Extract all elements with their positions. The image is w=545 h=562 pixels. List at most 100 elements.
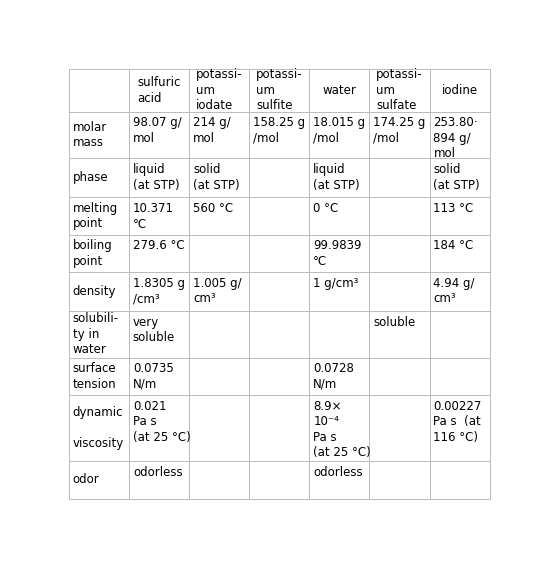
Bar <box>370 112 429 158</box>
Text: solid
(at STP): solid (at STP) <box>433 163 480 192</box>
Text: 0.021
Pa s
(at 25 °C): 0.021 Pa s (at 25 °C) <box>133 400 191 444</box>
Text: potassi-
um
sulfate: potassi- um sulfate <box>376 69 423 112</box>
Text: 18.015 g
/mol: 18.015 g /mol <box>313 116 365 145</box>
Bar <box>129 197 189 235</box>
Bar <box>429 112 490 158</box>
Text: boiling
point: boiling point <box>73 239 112 268</box>
Bar <box>69 158 129 197</box>
Text: odor: odor <box>73 473 100 487</box>
Text: 174.25 g
/mol: 174.25 g /mol <box>373 116 426 145</box>
Bar <box>69 112 129 158</box>
Bar <box>189 69 249 112</box>
Text: soluble: soluble <box>373 316 416 329</box>
Bar <box>310 311 370 358</box>
Text: 214 g/
mol: 214 g/ mol <box>193 116 231 145</box>
Text: dynamic

viscosity: dynamic viscosity <box>73 406 124 450</box>
Bar <box>310 112 370 158</box>
Bar <box>189 197 249 235</box>
Text: iodine: iodine <box>441 84 478 97</box>
Text: surface
tension: surface tension <box>73 362 117 391</box>
Text: solubili-
ty in
water: solubili- ty in water <box>73 312 119 356</box>
Bar <box>310 197 370 235</box>
Bar <box>249 461 310 498</box>
Bar <box>129 69 189 112</box>
Text: 0.0728
N/m: 0.0728 N/m <box>313 362 354 391</box>
Text: 113 °C: 113 °C <box>433 202 474 215</box>
Bar <box>129 272 189 311</box>
Bar <box>189 158 249 197</box>
Bar <box>370 461 429 498</box>
Bar <box>429 311 490 358</box>
Text: phase: phase <box>73 171 108 184</box>
Bar <box>129 358 189 395</box>
Bar <box>429 69 490 112</box>
Bar <box>310 235 370 272</box>
Bar <box>370 358 429 395</box>
Bar <box>129 112 189 158</box>
Bar <box>249 395 310 461</box>
Text: melting
point: melting point <box>73 202 118 230</box>
Bar <box>129 395 189 461</box>
Text: 0.00227
Pa s  (at
116 °C): 0.00227 Pa s (at 116 °C) <box>433 400 482 444</box>
Bar <box>129 311 189 358</box>
Bar <box>429 197 490 235</box>
Text: water: water <box>323 84 356 97</box>
Text: 4.94 g/
cm³: 4.94 g/ cm³ <box>433 277 475 305</box>
Bar <box>129 158 189 197</box>
Text: 1.005 g/
cm³: 1.005 g/ cm³ <box>193 277 241 305</box>
Bar <box>310 272 370 311</box>
Bar <box>249 197 310 235</box>
Text: 158.25 g
/mol: 158.25 g /mol <box>253 116 305 145</box>
Text: 279.6 °C: 279.6 °C <box>133 239 185 252</box>
Text: odorless: odorless <box>133 466 183 479</box>
Bar <box>370 395 429 461</box>
Bar <box>69 69 129 112</box>
Text: 0 °C: 0 °C <box>313 202 338 215</box>
Bar <box>189 235 249 272</box>
Text: potassi-
um
sulfite: potassi- um sulfite <box>256 69 302 112</box>
Bar <box>429 358 490 395</box>
Bar <box>249 158 310 197</box>
Text: 99.9839
°C: 99.9839 °C <box>313 239 362 268</box>
Bar <box>69 197 129 235</box>
Bar <box>69 461 129 498</box>
Bar <box>370 158 429 197</box>
Bar <box>69 358 129 395</box>
Bar <box>429 461 490 498</box>
Bar <box>189 395 249 461</box>
Text: 10.371
°C: 10.371 °C <box>133 202 174 230</box>
Bar <box>370 197 429 235</box>
Bar <box>370 69 429 112</box>
Text: very
soluble: very soluble <box>133 316 175 344</box>
Bar <box>249 112 310 158</box>
Text: potassi-
um
iodate: potassi- um iodate <box>196 69 243 112</box>
Text: 1 g/cm³: 1 g/cm³ <box>313 277 359 290</box>
Text: 1.8305 g
/cm³: 1.8305 g /cm³ <box>133 277 185 305</box>
Bar <box>429 235 490 272</box>
Bar <box>189 272 249 311</box>
Bar <box>370 235 429 272</box>
Bar <box>69 395 129 461</box>
Bar <box>189 358 249 395</box>
Bar <box>249 272 310 311</box>
Bar <box>249 235 310 272</box>
Bar <box>310 358 370 395</box>
Text: liquid
(at STP): liquid (at STP) <box>133 163 179 192</box>
Bar <box>129 235 189 272</box>
Text: 0.0735
N/m: 0.0735 N/m <box>133 362 174 391</box>
Bar <box>69 311 129 358</box>
Text: liquid
(at STP): liquid (at STP) <box>313 163 360 192</box>
Bar <box>429 158 490 197</box>
Bar <box>249 69 310 112</box>
Bar <box>370 311 429 358</box>
Bar <box>189 112 249 158</box>
Text: solid
(at STP): solid (at STP) <box>193 163 240 192</box>
Text: sulfuric
acid: sulfuric acid <box>137 76 181 105</box>
Bar <box>69 272 129 311</box>
Text: 560 °C: 560 °C <box>193 202 233 215</box>
Bar <box>249 311 310 358</box>
Text: density: density <box>73 285 116 298</box>
Bar <box>189 461 249 498</box>
Text: odorless: odorless <box>313 466 363 479</box>
Text: 253.80·
894 g/
mol: 253.80· 894 g/ mol <box>433 116 478 160</box>
